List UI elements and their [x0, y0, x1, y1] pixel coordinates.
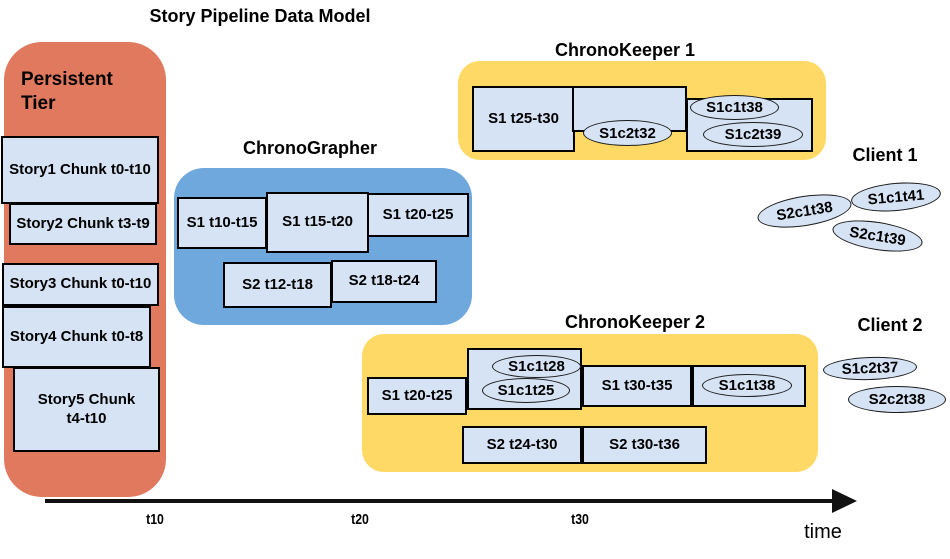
client1-ellipse-s2c1t39: S2c1t39 — [830, 215, 925, 257]
ck2-box-s2-t30-t36: S2 t30-t36 — [582, 426, 707, 464]
ck2-ellipse-s1c1t25: S1c1t25 — [482, 378, 570, 403]
chronographer-label: ChronoGrapher — [242, 138, 377, 158]
cg-box-s2-t18-t24: S2 t18-t24 — [331, 260, 437, 303]
ck2-box-s2-t24-t30: S2 t24-t30 — [462, 426, 582, 464]
ck2-box-s1-t30-t35: S1 t30-t35 — [582, 365, 692, 407]
ck2-box-s1-t20-t25: S1 t20-t25 — [367, 377, 467, 415]
ck1-ellipse-s1c2t32: S1c2t32 — [583, 120, 672, 146]
axis-tick-t10: t10 — [146, 511, 164, 528]
ck2-ellipse-s1c1t28: S1c1t28 — [492, 355, 581, 378]
cg-box-s1-t20-t25: S1 t20-t25 — [367, 193, 469, 237]
client2-ellipse-s1c2t37: S1c2t37 — [822, 355, 918, 382]
cg-box-s1-t10-t15: S1 t10-t15 — [177, 197, 267, 249]
axis-tick-t20: t20 — [351, 511, 369, 528]
time-axis-line — [45, 499, 835, 503]
chronokeeper1-label: ChronoKeeper 1 — [554, 40, 696, 60]
client2-ellipse-s2c2t38: S2c2t38 — [848, 386, 946, 413]
ck2-ellipse-s1c1t38: S1c1t38 — [702, 374, 792, 397]
persistent-tier-label: Persistent Tier — [21, 69, 113, 114]
story5-chunk-box: Story5 Chunk t4-t10 — [13, 367, 160, 452]
story4-chunk-box: Story4 Chunk t0-t8 — [2, 306, 151, 368]
cg-box-s2-t12-t18: S2 t12-t18 — [223, 262, 332, 308]
time-axis-arrowhead-icon — [832, 489, 857, 513]
diagram-title: Story Pipeline Data Model — [149, 6, 371, 26]
client1-label: Client 1 — [852, 145, 918, 165]
ck1-ellipse-s1c2t39: S1c2t39 — [703, 122, 803, 147]
story3-chunk-box: Story3 Chunk t0-t10 — [2, 263, 159, 306]
client1-ellipse-s1c1t41: S1c1t41 — [849, 179, 943, 215]
ck1-box-s1-t25-t30: S1 t25-t30 — [472, 86, 575, 152]
ck1-ellipse-s1c1t38: S1c1t38 — [690, 95, 779, 120]
chronokeeper2-label: ChronoKeeper 2 — [564, 312, 706, 332]
axis-time-label: time — [804, 521, 842, 543]
axis-tick-t30: t30 — [571, 511, 589, 528]
story2-chunk-box: Story2 Chunk t3-t9 — [9, 203, 157, 245]
story1-chunk-box: Story1 Chunk t0-t10 — [1, 136, 159, 204]
client2-label: Client 2 — [857, 315, 923, 335]
cg-box-s1-t15-t20: S1 t15-t20 — [266, 192, 369, 253]
